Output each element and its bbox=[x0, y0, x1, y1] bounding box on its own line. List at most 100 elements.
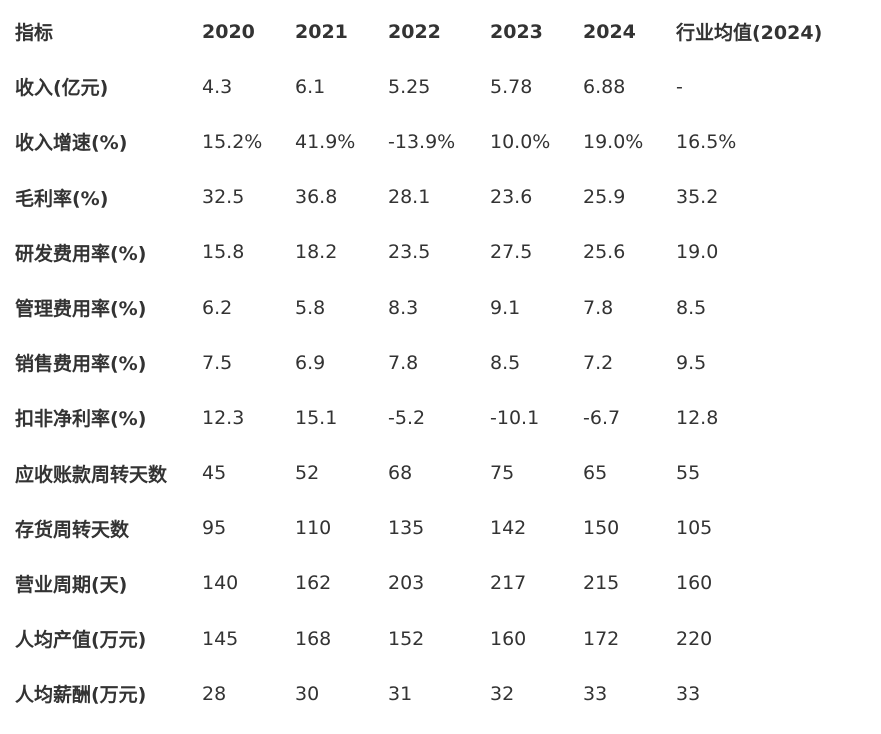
cell-2022: 8.3 bbox=[388, 296, 419, 319]
cell-2020: 28 bbox=[202, 682, 227, 705]
cell-2022: 135 bbox=[388, 517, 425, 540]
cell-industry-avg: 12.8 bbox=[676, 406, 719, 429]
cell-2021: 52 bbox=[295, 462, 320, 485]
cell-industry-avg: 160 bbox=[676, 572, 713, 595]
cell-2023: 9.1 bbox=[490, 296, 521, 319]
cell-industry-avg: 16.5% bbox=[676, 130, 737, 153]
cell-2023: 27.5 bbox=[490, 241, 533, 264]
cell-2022: 7.8 bbox=[388, 351, 419, 374]
row-label: 存货周转天数 bbox=[15, 518, 130, 541]
row-label: 人均产值(万元) bbox=[15, 629, 147, 652]
cell-industry-avg: - bbox=[676, 75, 683, 98]
cell-2024: 7.2 bbox=[583, 351, 614, 374]
header-cell-2023: 2023 bbox=[490, 20, 543, 43]
cell-2023: 32 bbox=[490, 682, 515, 705]
cell-2021: 18.2 bbox=[295, 241, 338, 264]
table-row: 应收账款周转天数 45 52 68 75 65 55 bbox=[0, 446, 860, 501]
table-row: 管理费用率(%) 6.2 5.8 8.3 9.1 7.8 8.5 bbox=[0, 280, 860, 335]
cell-2021: 30 bbox=[295, 682, 320, 705]
cell-2021: 110 bbox=[295, 517, 332, 540]
header-cell-2021: 2021 bbox=[295, 20, 348, 43]
row-label: 管理费用率(%) bbox=[15, 298, 147, 321]
cell-2023: 23.6 bbox=[490, 186, 533, 209]
cell-2020: 140 bbox=[202, 572, 239, 595]
cell-2022: 152 bbox=[388, 627, 425, 650]
cell-2022: 68 bbox=[388, 462, 413, 485]
table-row: 人均薪酬(万元) 28 30 31 32 33 33 bbox=[0, 666, 860, 721]
cell-2022: 203 bbox=[388, 572, 425, 595]
cell-industry-avg: 9.5 bbox=[676, 351, 707, 374]
header-cell-industry-avg: 行业均值(2024) bbox=[676, 22, 823, 45]
cell-2021: 168 bbox=[295, 627, 332, 650]
cell-2024: 25.9 bbox=[583, 186, 626, 209]
cell-2024: 7.8 bbox=[583, 296, 614, 319]
cell-2023: 142 bbox=[490, 517, 527, 540]
table-row: 研发费用率(%) 15.8 18.2 23.5 27.5 25.6 19.0 bbox=[0, 225, 860, 280]
cell-2024: 215 bbox=[583, 572, 620, 595]
cell-2021: 5.8 bbox=[295, 296, 326, 319]
row-label: 应收账款周转天数 bbox=[15, 463, 168, 486]
table-row: 人均产值(万元) 145 168 152 160 172 220 bbox=[0, 611, 860, 666]
table-row: 存货周转天数 95 110 135 142 150 105 bbox=[0, 501, 860, 556]
cell-2020: 15.8 bbox=[202, 241, 245, 264]
cell-2020: 15.2% bbox=[202, 130, 263, 153]
cell-2023: 8.5 bbox=[490, 351, 521, 374]
cell-2020: 12.3 bbox=[202, 406, 245, 429]
cell-2024: 172 bbox=[583, 627, 620, 650]
row-label: 营业周期(天) bbox=[15, 573, 128, 596]
cell-2024: 65 bbox=[583, 462, 608, 485]
header-row: 指标 2020 2021 2022 2023 2024 行业均值(2024) bbox=[0, 4, 860, 59]
table-row: 收入(亿元) 4.3 6.1 5.25 5.78 6.88 - bbox=[0, 59, 860, 114]
cell-industry-avg: 55 bbox=[676, 462, 701, 485]
table-row: 扣非净利率(%) 12.3 15.1 -5.2 -10.1 -6.7 12.8 bbox=[0, 390, 860, 445]
row-label: 收入增速(%) bbox=[15, 132, 128, 155]
table-row: 收入增速(%) 15.2% 41.9% -13.9% 10.0% 19.0% 16.5% bbox=[0, 114, 860, 169]
row-label: 毛利率(%) bbox=[15, 187, 109, 210]
cell-2021: 15.1 bbox=[295, 406, 338, 429]
cell-2022: 28.1 bbox=[388, 186, 431, 209]
financial-metrics-table: 指标 2020 2021 2022 2023 2024 行业均值(2024) 收… bbox=[0, 4, 860, 721]
row-label: 扣非净利率(%) bbox=[15, 408, 147, 431]
cell-2024: 25.6 bbox=[583, 241, 626, 264]
table-row: 毛利率(%) 32.5 36.8 28.1 23.6 25.9 35.2 bbox=[0, 170, 860, 225]
cell-2020: 4.3 bbox=[202, 75, 233, 98]
row-label: 销售费用率(%) bbox=[15, 353, 147, 376]
header-cell-2022: 2022 bbox=[388, 20, 441, 43]
header-cell-metric: 指标 bbox=[15, 22, 54, 45]
cell-2023: -10.1 bbox=[490, 406, 540, 429]
cell-2024: -6.7 bbox=[583, 406, 621, 429]
cell-2022: 23.5 bbox=[388, 241, 431, 264]
cell-2020: 95 bbox=[202, 517, 227, 540]
cell-2024: 19.0% bbox=[583, 130, 644, 153]
cell-2020: 6.2 bbox=[202, 296, 233, 319]
cell-2021: 162 bbox=[295, 572, 332, 595]
header-cell-2024: 2024 bbox=[583, 20, 636, 43]
cell-2022: -13.9% bbox=[388, 130, 456, 153]
cell-industry-avg: 19.0 bbox=[676, 241, 719, 264]
cell-2023: 217 bbox=[490, 572, 527, 595]
cell-industry-avg: 33 bbox=[676, 682, 701, 705]
cell-2020: 45 bbox=[202, 462, 227, 485]
cell-industry-avg: 35.2 bbox=[676, 186, 719, 209]
cell-2023: 160 bbox=[490, 627, 527, 650]
cell-2023: 75 bbox=[490, 462, 515, 485]
cell-2024: 33 bbox=[583, 682, 608, 705]
cell-industry-avg: 8.5 bbox=[676, 296, 707, 319]
row-label: 人均薪酬(万元) bbox=[15, 684, 147, 707]
cell-2020: 7.5 bbox=[202, 351, 233, 374]
cell-2022: 5.25 bbox=[388, 75, 431, 98]
cell-2023: 10.0% bbox=[490, 130, 551, 153]
cell-industry-avg: 220 bbox=[676, 627, 713, 650]
cell-2022: -5.2 bbox=[388, 406, 426, 429]
header-cell-2020: 2020 bbox=[202, 20, 255, 43]
cell-2021: 36.8 bbox=[295, 186, 338, 209]
row-label: 研发费用率(%) bbox=[15, 242, 147, 265]
table-row: 销售费用率(%) 7.5 6.9 7.8 8.5 7.2 9.5 bbox=[0, 335, 860, 390]
cell-2020: 145 bbox=[202, 627, 239, 650]
cell-2022: 31 bbox=[388, 682, 413, 705]
cell-2021: 6.1 bbox=[295, 75, 326, 98]
cell-2020: 32.5 bbox=[202, 186, 245, 209]
cell-2021: 41.9% bbox=[295, 130, 356, 153]
cell-2024: 150 bbox=[583, 517, 620, 540]
